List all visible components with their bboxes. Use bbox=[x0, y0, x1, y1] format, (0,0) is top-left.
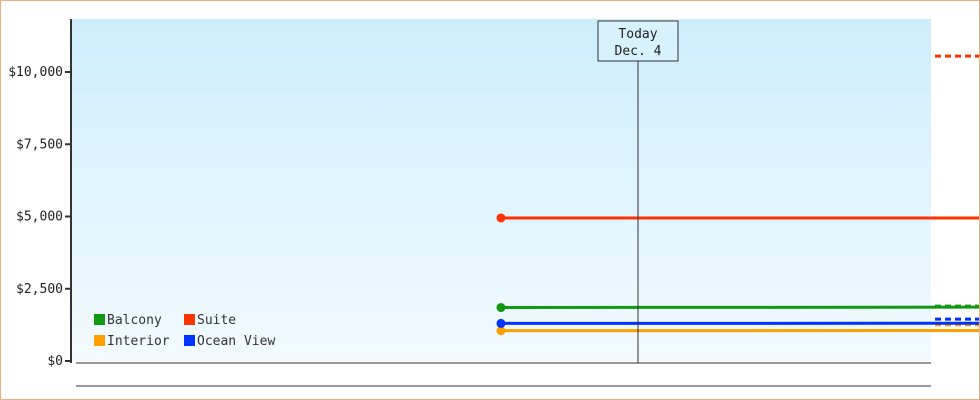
y-tick-label: $5,000 bbox=[16, 210, 63, 225]
series-balcony bbox=[496, 303, 979, 313]
legend-swatch bbox=[94, 335, 105, 346]
legend-label: Ocean View bbox=[197, 334, 275, 349]
y-tick-label: $2,500 bbox=[16, 282, 63, 297]
legend-swatch bbox=[184, 314, 195, 325]
legend: Balcony Suite Interior Ocean View bbox=[94, 313, 275, 349]
legend-label: Suite bbox=[197, 313, 236, 328]
projection-line bbox=[930, 54, 979, 58]
legend-label: Balcony bbox=[107, 313, 162, 328]
legend-label: Interior bbox=[107, 334, 170, 349]
legend-swatch bbox=[94, 314, 105, 325]
today-label: Today bbox=[618, 27, 657, 42]
data-point[interactable] bbox=[496, 318, 506, 328]
data-point[interactable] bbox=[496, 213, 506, 223]
today-date: Dec. 4 bbox=[615, 44, 662, 59]
series-ocean-view bbox=[496, 317, 979, 328]
y-tick-label: $7,500 bbox=[16, 137, 63, 152]
series-interior bbox=[496, 323, 979, 336]
series-layer bbox=[496, 54, 979, 336]
y-tick-label: $10,000 bbox=[8, 65, 63, 80]
data-point[interactable] bbox=[496, 326, 506, 336]
data-point[interactable] bbox=[496, 303, 506, 313]
today-box bbox=[597, 20, 679, 62]
y-axis: $0 $2,500 $5,000 $7,500 $10,000 bbox=[8, 19, 72, 369]
x-axis: AprMayJunJulAugSepOctNovDecJanFebMar bbox=[76, 362, 931, 387]
y-tick-label: $0 bbox=[47, 354, 63, 369]
today-marker: Today Dec. 4 bbox=[597, 20, 679, 363]
legend-swatch bbox=[184, 335, 195, 346]
series-suite bbox=[496, 54, 979, 223]
